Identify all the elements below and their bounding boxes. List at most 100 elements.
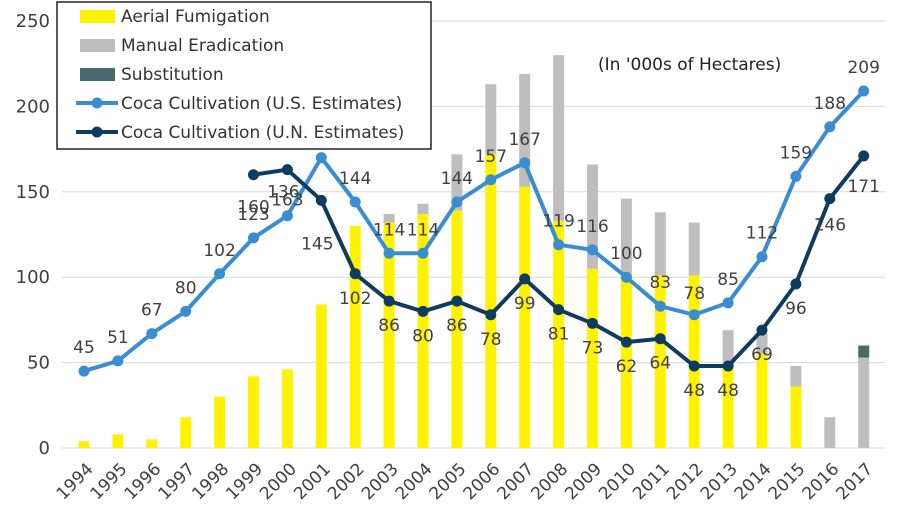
point-un-estimates: [688, 360, 700, 372]
data-label: 167: [508, 130, 540, 150]
legend: Aerial Fumigation Manual Eradication Subst…: [56, 1, 432, 150]
data-label: 157: [475, 147, 507, 167]
point-us-estimates: [756, 251, 768, 263]
data-label: 209: [847, 58, 879, 78]
x-axis: 1994199519961997199819992000200120022003…: [53, 459, 877, 504]
x-tick-label: 1994: [53, 459, 98, 504]
bar-aerial-fumigation: [315, 304, 327, 448]
units-note: (In '000s of Hectares): [598, 55, 781, 75]
data-label: 144: [441, 169, 473, 189]
bar-manual-eradication: [790, 366, 802, 387]
point-un-estimates: [790, 278, 802, 290]
data-label: 136: [267, 183, 299, 203]
bar-manual-eradication: [722, 330, 734, 368]
bar-manual-eradication: [688, 222, 700, 276]
bar-manual-eradication: [383, 214, 395, 223]
point-us-estimates: [146, 328, 158, 340]
legend-label: Aerial Fumigation: [121, 7, 270, 27]
x-tick-label: 2013: [697, 459, 742, 504]
x-tick-label: 2005: [426, 459, 471, 504]
bar-aerial-fumigation: [112, 434, 124, 448]
data-label: 67: [141, 301, 163, 321]
data-label: 160: [237, 198, 269, 218]
point-us-estimates: [112, 355, 124, 367]
data-label: 80: [175, 278, 197, 298]
point-us-estimates: [349, 196, 361, 208]
point-un-estimates: [383, 295, 395, 307]
bar-aerial-fumigation: [756, 354, 768, 448]
data-label: 78: [480, 330, 502, 350]
point-un-estimates: [587, 317, 598, 329]
x-tick-label: 1997: [154, 459, 199, 504]
data-label: 146: [814, 216, 846, 236]
y-tick-label: 150: [16, 182, 50, 203]
legend-label: Manual Eradication: [121, 36, 284, 56]
y-tick-label: 50: [27, 353, 50, 374]
point-un-estimates: [451, 295, 463, 307]
bar-manual-eradication: [654, 212, 666, 276]
x-tick-label: 2010: [595, 459, 640, 504]
data-label: 51: [107, 328, 129, 348]
legend-label: Coca Cultivation (U.S. Estimates): [121, 94, 402, 114]
y-tick-label: 0: [39, 438, 50, 459]
data-label: 73: [582, 338, 604, 358]
bar-aerial-fumigation: [587, 268, 598, 448]
point-un-estimates: [349, 268, 361, 280]
x-tick-label: 1999: [222, 459, 267, 504]
x-tick-label: 2015: [765, 459, 810, 504]
point-us-estimates: [790, 170, 802, 182]
data-label: 96: [785, 299, 807, 319]
point-us-estimates: [722, 297, 734, 309]
y-tick-label: 100: [16, 267, 50, 288]
x-tick-label: 2002: [324, 459, 369, 504]
point-us-estimates: [553, 239, 565, 251]
bars: [78, 55, 870, 448]
data-label: 85: [717, 270, 739, 290]
bar-manual-eradication: [620, 198, 632, 274]
bar-manual-eradication: [858, 357, 870, 448]
data-label: 119: [542, 212, 574, 232]
point-us-estimates: [485, 174, 497, 186]
bar-manual-eradication: [485, 84, 497, 155]
point-us-estimates: [248, 232, 259, 244]
bar-aerial-fumigation: [180, 417, 192, 448]
point-us-estimates: [451, 196, 463, 208]
data-label: 45: [73, 338, 95, 358]
point-un-estimates: [281, 164, 293, 176]
legend-swatch-marker: [91, 126, 103, 138]
y-axis: 0 50 100 150 200 250: [16, 11, 50, 459]
point-un-estimates: [485, 309, 497, 321]
x-tick-label: 2007: [494, 459, 539, 504]
bar-aerial-fumigation: [383, 222, 395, 448]
point-un-estimates: [824, 193, 836, 205]
bar-manual-eradication: [553, 55, 565, 221]
data-label: 99: [514, 294, 536, 314]
legend-swatch: [80, 39, 115, 52]
point-us-estimates: [281, 210, 293, 222]
data-label: 114: [407, 220, 439, 240]
data-label: 81: [548, 325, 570, 345]
data-label: 64: [649, 354, 671, 374]
data-label: 48: [717, 381, 739, 401]
x-tick-label: 2014: [731, 459, 776, 504]
x-tick-label: 2003: [358, 459, 403, 504]
legend-swatch-marker: [91, 97, 103, 109]
bar-manual-eradication: [451, 154, 463, 211]
bar-manual-eradication: [756, 333, 768, 355]
point-un-estimates: [654, 333, 666, 345]
bar-aerial-fumigation: [451, 210, 463, 448]
bar-aerial-fumigation: [485, 154, 497, 448]
data-label: 100: [610, 244, 642, 264]
bar-aerial-fumigation: [519, 186, 531, 448]
bar-aerial-fumigation: [349, 225, 361, 448]
y-tick-label: 200: [16, 96, 50, 117]
x-tick-label: 1998: [188, 459, 233, 504]
x-tick-label: 2016: [799, 459, 844, 504]
bar-aerial-fumigation: [214, 396, 226, 448]
data-label: 112: [746, 224, 778, 244]
bar-manual-eradication: [824, 417, 836, 448]
bar-aerial-fumigation: [620, 273, 632, 448]
x-tick-label: 1996: [121, 459, 166, 504]
bar-substitution: [858, 345, 870, 358]
